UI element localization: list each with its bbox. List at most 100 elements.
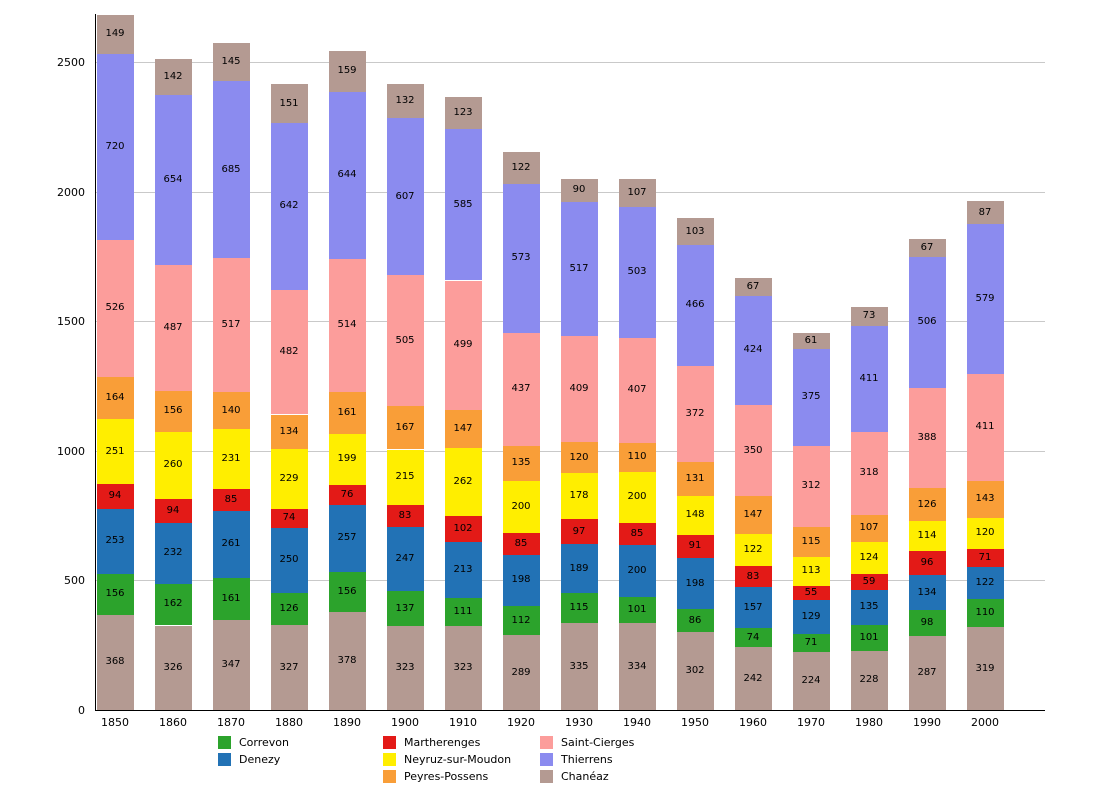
segment-value-label: 167 [395,421,415,433]
bar-segment: 111 [444,597,482,627]
bar-segment: 131 [676,462,714,497]
segment-value-label: 372 [685,407,705,419]
segment-value-label: 86 [688,614,702,626]
bar-segment: 74 [734,628,772,648]
bar-segment: 143 [966,480,1004,518]
bar-segment: 654 [154,95,192,265]
bar-segment: 198 [676,558,714,610]
bar-segment: 503 [618,207,656,338]
bar-segment: 156 [328,571,366,612]
segment-value-label: 67 [920,241,934,253]
segment-value-label: 101 [627,604,647,616]
legend-swatch [383,753,396,766]
segment-value-label: 147 [743,509,763,521]
bar-segment: 253 [96,508,134,575]
legend-item: Denezy [218,753,280,766]
segment-value-label: 110 [627,451,647,463]
x-axis-tick-label: 1930 [565,716,593,729]
legend-swatch [540,753,553,766]
segment-value-label: 224 [801,674,821,686]
segment-value-label: 323 [453,662,473,674]
bar-segment: 83 [734,565,772,588]
bar-segment: 110 [966,598,1004,628]
segment-value-label: 411 [859,372,879,384]
segment-value-label: 102 [453,523,473,535]
bar-segment: 94 [96,484,134,509]
segment-value-label: 120 [975,527,995,539]
bar-segment: 327 [270,625,308,710]
segment-value-label: 407 [627,384,647,396]
segment-value-label: 178 [569,490,589,502]
segment-value-label: 517 [221,319,241,331]
bar-segment: 200 [618,545,656,598]
segment-value-label: 161 [337,406,357,418]
y-axis-tick-label: 1500 [57,315,85,329]
segment-value-label: 579 [975,293,995,305]
segment-value-label: 720 [105,141,125,152]
segment-value-label: 122 [975,576,995,588]
bar-segment: 517 [212,258,250,393]
bar-segment: 229 [270,449,308,509]
bar-segment: 83 [386,505,424,527]
y-axis-tick-label: 500 [64,574,85,588]
segment-value-label: 134 [917,586,937,598]
segment-value-label: 132 [395,94,415,106]
segment-value-label: 250 [279,554,299,566]
segment-value-label: 85 [630,528,644,540]
segment-value-label: 91 [688,540,702,552]
y-axis-tick-label: 0 [78,704,85,717]
bar-segment: 250 [270,527,308,593]
legend-item: Saint-Cierges [540,736,634,749]
legend-swatch [383,736,396,749]
bar-segment: 67 [908,239,946,257]
segment-value-label: 573 [511,252,531,264]
segment-value-label: 289 [511,666,531,678]
bar-segment: 289 [502,635,540,710]
bar-segment: 122 [966,567,1004,599]
bar-segment: 409 [560,335,598,442]
bar-segment: 135 [850,589,888,625]
segment-value-label: 97 [572,525,586,537]
segment-value-label: 350 [743,444,763,456]
bar-segment: 151 [270,84,308,124]
segment-value-label: 101 [859,631,879,643]
y-axis-tick-label: 2000 [57,185,85,199]
segment-value-label: 642 [279,200,299,212]
segment-value-label: 326 [163,661,183,673]
segment-value-label: 148 [685,509,705,521]
bar-segment: 55 [792,585,830,601]
segment-value-label: 257 [337,532,357,544]
bar-segment: 178 [560,473,598,520]
segment-value-label: 585 [453,198,473,210]
bar-segment: 189 [560,544,598,594]
bar-segment: 59 [850,574,888,590]
segment-value-label: 83 [398,509,412,521]
bar-segment: 228 [850,650,888,710]
segment-value-label: 505 [395,334,415,346]
segment-value-label: 198 [511,574,531,586]
bar-segment: 482 [270,289,308,415]
bar-segment: 411 [966,374,1004,481]
segment-value-label: 334 [627,660,647,672]
segment-value-label: 228 [859,674,879,686]
segment-value-label: 231 [221,452,241,464]
segment-value-label: 388 [917,432,937,444]
bar-segment: 147 [444,409,482,448]
segment-value-label: 115 [569,602,589,614]
legend-item: Correvon [218,736,289,749]
bar-segment: 142 [154,58,192,96]
bar-segment: 514 [328,258,366,392]
bar-segment: 124 [850,542,888,575]
segment-value-label: 251 [105,445,125,457]
segment-value-label: 55 [804,586,818,598]
bar-segment: 102 [444,515,482,543]
bar-segment: 164 [96,376,134,420]
bar-segment: 312 [792,445,830,527]
legend-swatch [218,753,231,766]
segment-value-label: 103 [685,225,705,237]
x-axis-line [95,710,1045,711]
bar-segment: 135 [502,445,540,481]
segment-value-label: 514 [337,319,357,331]
gridline [95,62,1045,63]
